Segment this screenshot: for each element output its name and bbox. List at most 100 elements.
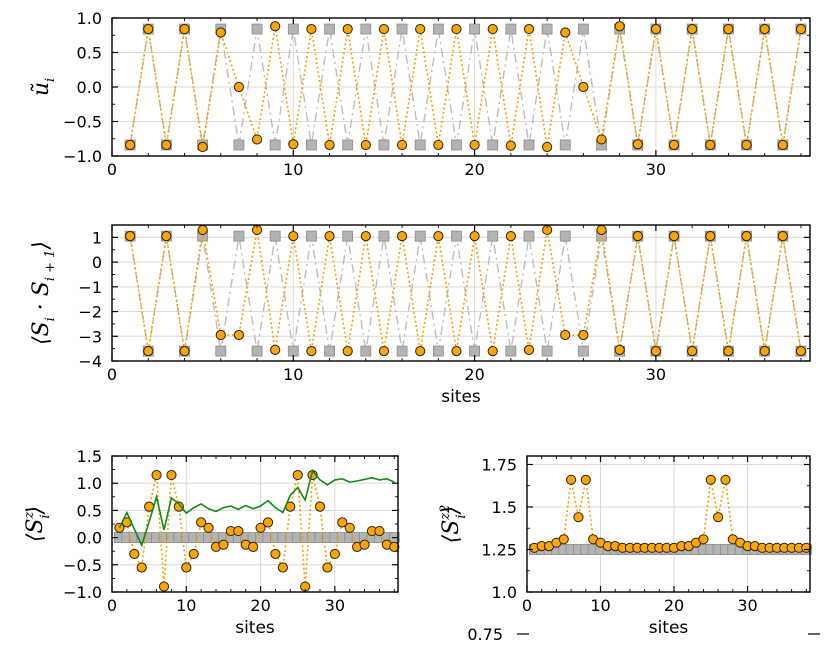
x-tick-label: 0 (107, 160, 117, 179)
y-label-sub: i (43, 78, 58, 82)
series-reference-point (378, 139, 390, 151)
y-tick-label: 1.5 (77, 447, 102, 466)
series-solution-point (759, 346, 770, 357)
series-solution-point (650, 23, 661, 35)
series-reference-point (324, 23, 335, 35)
x-tick-label: 30 (325, 596, 345, 615)
x-tick-label: 20 (250, 596, 270, 615)
series-reference-point (559, 230, 571, 242)
x-axis-label: sites (441, 387, 481, 407)
series-solution-point (451, 23, 462, 35)
x-tick-label: 10 (590, 596, 610, 615)
series-solution-point (255, 522, 266, 533)
series-solution-line (129, 26, 802, 148)
series-reference-point (342, 230, 354, 242)
series-solution-point (578, 329, 589, 341)
series-solution-point (560, 27, 571, 38)
y-tick-label: −1.0 (63, 583, 102, 602)
series-solution-point (777, 231, 788, 242)
y-tick-label: 1.0 (77, 474, 102, 493)
y-tick-label: 0.5 (77, 501, 102, 520)
series-solution-point (181, 562, 192, 573)
series-solution-point (233, 81, 245, 93)
series-solution-point (723, 346, 734, 357)
series-solution-point (322, 562, 333, 573)
series-reference-point (541, 345, 553, 357)
chart-top: 0 10 20 30 −1.0 −0.5 0.0 0.5 1.0 ũi (29, 9, 811, 179)
series-solution-point (161, 231, 172, 242)
y-tick-label: −4 (78, 352, 102, 371)
y-tick-label: 0.0 (77, 78, 102, 97)
series-reference-point (487, 139, 499, 151)
y-tick-label: 1.0 (77, 9, 102, 28)
y-axis-label: ⟨Szi⟩ (22, 506, 53, 542)
series-reference-point (342, 139, 354, 151)
x-tick-label: 20 (664, 596, 684, 615)
series-solution-point (233, 329, 245, 341)
series-reference-point (469, 23, 480, 35)
series-solution-point (578, 81, 589, 93)
series-solution-point (248, 541, 259, 552)
series-reference-point (577, 23, 589, 35)
series-reference-point (451, 230, 462, 242)
series-solution-point (306, 346, 317, 357)
series-solution-point (396, 231, 408, 242)
series-solution-point (632, 231, 643, 242)
series-solution-point (614, 21, 625, 32)
x-tick-label: 30 (646, 365, 666, 384)
x-tick-label: 20 (464, 365, 484, 384)
series-solution-point (125, 139, 136, 151)
y-tick-label: 0.0 (77, 529, 102, 548)
series-solution-point (359, 539, 370, 550)
y-tick-label: 0.5 (77, 44, 102, 63)
series-cumulative-line (118, 468, 395, 548)
series-reference-point (523, 230, 535, 242)
series-reference-point (215, 345, 227, 357)
series-solution-point (705, 139, 716, 151)
series-solution-point (396, 139, 408, 151)
y-tick-label: 1.5 (492, 498, 517, 517)
series-reference-point (414, 230, 426, 242)
series-solution-point (203, 522, 214, 533)
series-solution-point (179, 346, 190, 357)
series-reference-point (505, 345, 517, 357)
series-solution-point (469, 231, 480, 242)
series-solution-point (687, 346, 698, 357)
series-solution-point (270, 344, 281, 355)
series-solution-point (378, 346, 390, 357)
y-label-sup: z (22, 511, 37, 519)
series-reference-point (451, 139, 462, 151)
y-tick-label: −1 (78, 278, 102, 297)
series-reference-point (251, 23, 263, 35)
series-solution-point (698, 534, 709, 545)
x-axis-label: sites (649, 618, 689, 638)
y-tick-label: 1.75 (481, 456, 517, 475)
series-solution-point (277, 562, 288, 573)
series-reference-point (577, 345, 589, 357)
series-reference-point (360, 345, 372, 357)
series-reference-point (396, 345, 408, 357)
series-solution-point (288, 139, 299, 150)
series-reference-point (233, 139, 245, 151)
series-solution-point (342, 346, 353, 357)
series-reference-point (251, 345, 263, 357)
series-solution-point (197, 141, 208, 153)
series-solution-point (451, 346, 462, 357)
y-label-close: ⟩ (29, 241, 54, 251)
x-tick-label: 30 (737, 596, 757, 615)
series-solution-point (795, 23, 807, 35)
series-solution-point (487, 346, 498, 357)
series-solution-point (415, 23, 426, 35)
series-solution-point (173, 501, 184, 512)
y-tick-label: −0.5 (63, 556, 102, 575)
series-reference-point (414, 139, 426, 151)
series-solution-point (523, 344, 535, 355)
series-solution-point (378, 23, 390, 35)
x-tick-label: 30 (646, 160, 666, 179)
series-solution-point (469, 139, 480, 151)
series-solution-point (505, 231, 516, 242)
series-reference-point (432, 345, 444, 357)
series-reference-point (378, 230, 390, 242)
series-reference-point (324, 345, 335, 357)
series-solution-point (415, 346, 426, 357)
